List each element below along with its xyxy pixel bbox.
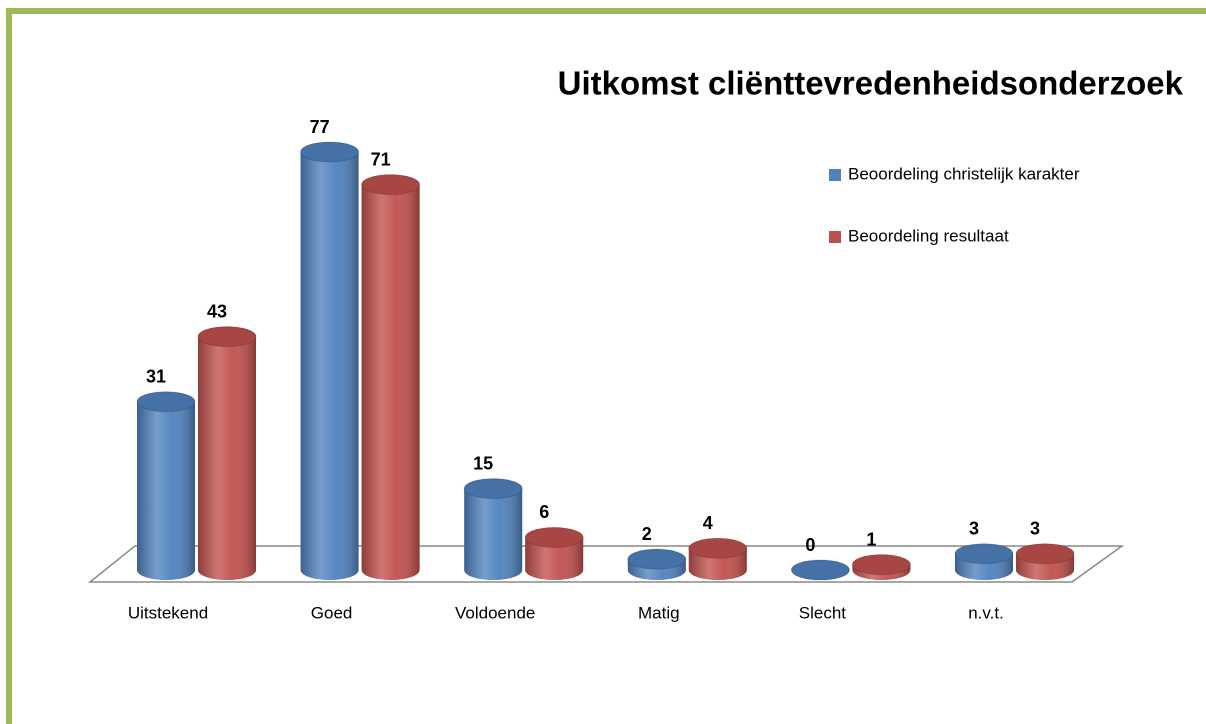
cylinder-top — [463, 478, 523, 500]
cylinder-top-shade — [1016, 543, 1074, 564]
x-tick-label: Goed — [311, 603, 353, 622]
cylinder-shade — [300, 142, 359, 580]
cylinder-top-shade — [791, 560, 850, 580]
x-tick-label: n.v.t. — [968, 603, 1004, 622]
data-label: 31 — [146, 366, 166, 386]
x-tick-label: Matig — [638, 603, 680, 622]
data-label: 15 — [473, 453, 493, 473]
cylinder-top — [524, 526, 584, 548]
cylinder-top-shade — [525, 527, 584, 548]
cylinder-top-shade — [137, 391, 195, 412]
x-tick-label: Voldoende — [455, 603, 535, 622]
cylinder-shade — [464, 478, 523, 580]
x-tick-label: Uitstekend — [128, 603, 208, 622]
cylinder-top — [627, 548, 687, 570]
legend-swatch — [829, 231, 841, 243]
legend-label: Beoordeling resultaat — [848, 226, 1009, 245]
data-label: 4 — [703, 513, 713, 533]
data-label: 77 — [310, 117, 330, 137]
data-label: 3 — [969, 518, 979, 538]
x-tick-label: Slecht — [799, 603, 847, 622]
legend-label: Beoordeling christelijk karakter — [848, 164, 1080, 183]
cylinder-top-shade — [198, 326, 256, 347]
cylinder-shade — [361, 174, 420, 580]
data-label: 43 — [207, 301, 227, 321]
data-label: 6 — [539, 502, 549, 522]
cylinder-top — [790, 559, 850, 581]
plot: 31 43 77 71 15 6 2 4 0 1 3 3 — [136, 117, 1075, 581]
data-label: 2 — [642, 524, 652, 544]
cylinder-top-shade — [464, 478, 523, 499]
cylinder-top-shade — [627, 549, 686, 570]
cylinder-top — [1015, 543, 1075, 565]
data-label: 3 — [1030, 518, 1040, 538]
frame-left — [6, 8, 12, 724]
cylinder-shade — [137, 391, 195, 580]
cylinder-shade — [198, 326, 256, 580]
cylinder-top — [688, 537, 748, 559]
cylinder-top-shade — [300, 142, 359, 162]
cylinder-top — [136, 391, 196, 413]
data-label: 71 — [371, 149, 391, 169]
cylinder-top-shade — [361, 174, 420, 195]
cylinder-top-shade — [852, 554, 911, 575]
cylinder-top-shade — [688, 538, 747, 559]
legend-swatch — [829, 169, 841, 181]
data-label: 1 — [866, 529, 876, 549]
chart-title: Uitkomst cliënttevredenheidsonderzoek — [558, 65, 1184, 102]
data-label: 0 — [805, 535, 815, 555]
cylinder-top — [954, 543, 1014, 565]
cylinder-top — [197, 326, 257, 348]
frame-top — [6, 8, 1206, 14]
cylinder-top — [851, 554, 911, 576]
cylinder-top — [300, 141, 360, 163]
cylinder-top-shade — [955, 543, 1013, 564]
cylinder-top — [361, 174, 421, 196]
